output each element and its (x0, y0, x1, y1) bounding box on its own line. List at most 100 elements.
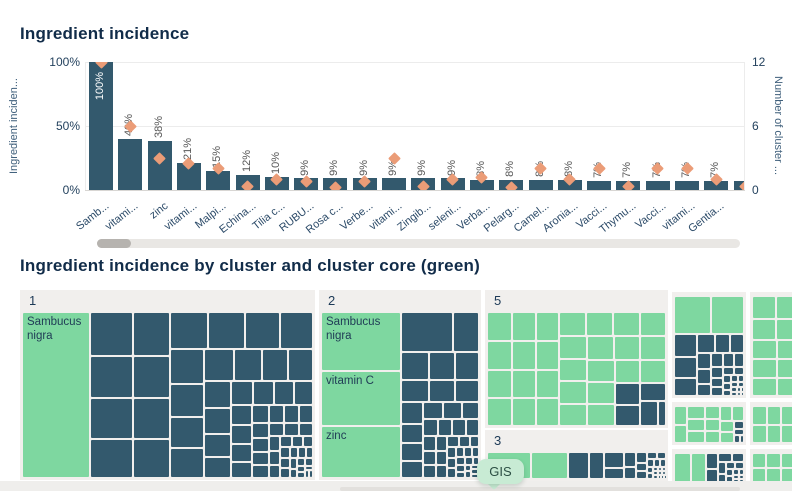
ingredient-cell[interactable] (231, 445, 251, 461)
cluster-core-cell[interactable] (615, 360, 640, 382)
ingredient-cell[interactable] (252, 466, 268, 477)
ingredient-cell[interactable] (640, 383, 665, 401)
ingredient-cell[interactable] (297, 459, 305, 465)
bar[interactable] (118, 138, 143, 190)
cluster-core-cell[interactable] (675, 297, 710, 334)
ingredient-cell[interactable] (726, 463, 735, 468)
ingredient-cell[interactable] (733, 469, 738, 474)
ingredient-cell[interactable] (437, 466, 447, 477)
ingredient-cell[interactable] (697, 370, 710, 383)
bar[interactable] (469, 179, 494, 190)
ingredient-cell[interactable] (430, 381, 455, 402)
ingredient-cell[interactable] (456, 381, 478, 402)
ingredient-cell[interactable] (659, 472, 662, 474)
ingredient-cell[interactable] (269, 466, 279, 477)
bar[interactable] (587, 181, 612, 190)
ingredient-cell[interactable] (457, 465, 465, 471)
ingredient-cell[interactable] (723, 367, 734, 375)
ingredient-cell[interactable] (711, 354, 722, 366)
cluster-core-cell[interactable] (513, 313, 536, 340)
ingredient-cell[interactable] (448, 447, 456, 457)
ingredient-cell[interactable] (470, 436, 478, 446)
ingredient-cell[interactable] (661, 460, 665, 466)
ingredient-cell[interactable] (732, 376, 738, 381)
ingredient-cell[interactable] (133, 356, 170, 397)
ingredient-cell[interactable] (637, 453, 646, 462)
cluster-core-cell[interactable]: Sambucus nigra (23, 313, 89, 477)
ingredient-cell[interactable] (297, 466, 304, 472)
ingredient-cell[interactable] (423, 451, 436, 464)
ingredient-cell[interactable] (443, 403, 461, 418)
ingredient-cell[interactable] (269, 437, 279, 451)
ingredient-cell[interactable] (299, 448, 305, 458)
ingredient-cell[interactable] (472, 447, 478, 457)
ingredient-cell[interactable] (263, 350, 288, 381)
ingredient-cell[interactable] (739, 469, 743, 474)
ingredient-cell[interactable] (133, 439, 170, 477)
cluster-core-cell[interactable] (781, 407, 792, 424)
ingredient-cell[interactable] (640, 402, 657, 425)
cluster-core-cell[interactable]: vitamin C (322, 371, 400, 425)
cluster-core-cell[interactable] (767, 469, 780, 482)
ingredient-cell[interactable] (647, 460, 654, 466)
ingredient-cell[interactable] (662, 475, 663, 478)
ingredient-cell[interactable] (305, 466, 312, 470)
ingredient-cell[interactable] (275, 382, 294, 405)
ingredient-cell[interactable] (438, 419, 452, 435)
bar[interactable] (147, 141, 172, 190)
ingredient-cell[interactable] (637, 463, 646, 471)
chart-scrollbar-track[interactable] (97, 239, 740, 248)
ingredient-cell[interactable] (472, 470, 478, 473)
ingredient-cell[interactable] (733, 475, 739, 479)
ingredient-cell[interactable] (647, 474, 652, 478)
ingredient-cell[interactable] (295, 382, 312, 405)
ingredient-cell[interactable] (472, 465, 478, 469)
ingredient-cell[interactable] (732, 392, 736, 395)
cluster-core-cell[interactable] (560, 359, 587, 381)
ingredient-cell[interactable] (663, 467, 665, 471)
ingredient-cell[interactable] (659, 475, 661, 478)
cluster-core-cell[interactable] (767, 425, 780, 442)
ingredient-cell[interactable] (280, 448, 289, 458)
ingredient-cell[interactable] (569, 453, 588, 478)
ingredient-cell[interactable] (423, 436, 436, 450)
ingredient-cell[interactable] (723, 376, 731, 383)
bar[interactable] (645, 181, 670, 190)
ingredient-cell[interactable] (234, 350, 262, 381)
ingredient-cell[interactable] (731, 335, 743, 353)
ingredient-cell[interactable] (737, 388, 740, 392)
cluster-core-cell[interactable] (753, 454, 766, 467)
cluster-core-cell[interactable] (560, 337, 587, 358)
cluster-core-cell[interactable] (753, 407, 766, 424)
ingredient-cell[interactable] (647, 453, 657, 459)
cluster-core-cell[interactable] (777, 360, 792, 377)
ingredient-cell[interactable] (697, 384, 710, 395)
ingredient-cell[interactable] (205, 350, 233, 381)
cluster-core-cell[interactable] (537, 341, 559, 369)
ingredient-cell[interactable] (269, 452, 279, 465)
cluster-core-cell[interactable] (640, 337, 665, 359)
cluster-core-cell[interactable] (560, 313, 586, 336)
cluster-core-cell[interactable] (711, 297, 743, 334)
bar[interactable] (675, 181, 699, 190)
ingredient-cell[interactable] (90, 399, 132, 438)
cluster-core-cell[interactable] (588, 360, 614, 381)
cluster-core-cell[interactable] (776, 319, 792, 340)
ingredient-cell[interactable] (739, 382, 743, 387)
ingredient-cell[interactable] (615, 406, 639, 425)
cluster-core-cell[interactable] (588, 382, 614, 403)
ingredient-cell[interactable] (723, 384, 731, 389)
ingredient-cell[interactable] (472, 474, 478, 477)
cluster-core-cell[interactable] (640, 313, 665, 336)
ingredient-cell[interactable] (448, 458, 456, 468)
cluster-core-cell[interactable] (675, 425, 686, 442)
ingredient-cell[interactable] (697, 335, 714, 353)
cluster-core-cell[interactable] (721, 421, 734, 432)
cluster-core-cell[interactable]: Sambucus nigra (322, 313, 400, 370)
cluster-core-cell[interactable] (705, 407, 720, 418)
ingredient-cell[interactable] (732, 388, 736, 391)
ingredient-cell[interactable] (280, 437, 291, 447)
cluster-core-cell[interactable] (721, 407, 732, 420)
ingredient-cell[interactable] (726, 469, 732, 476)
ingredient-cell[interactable] (231, 406, 251, 425)
